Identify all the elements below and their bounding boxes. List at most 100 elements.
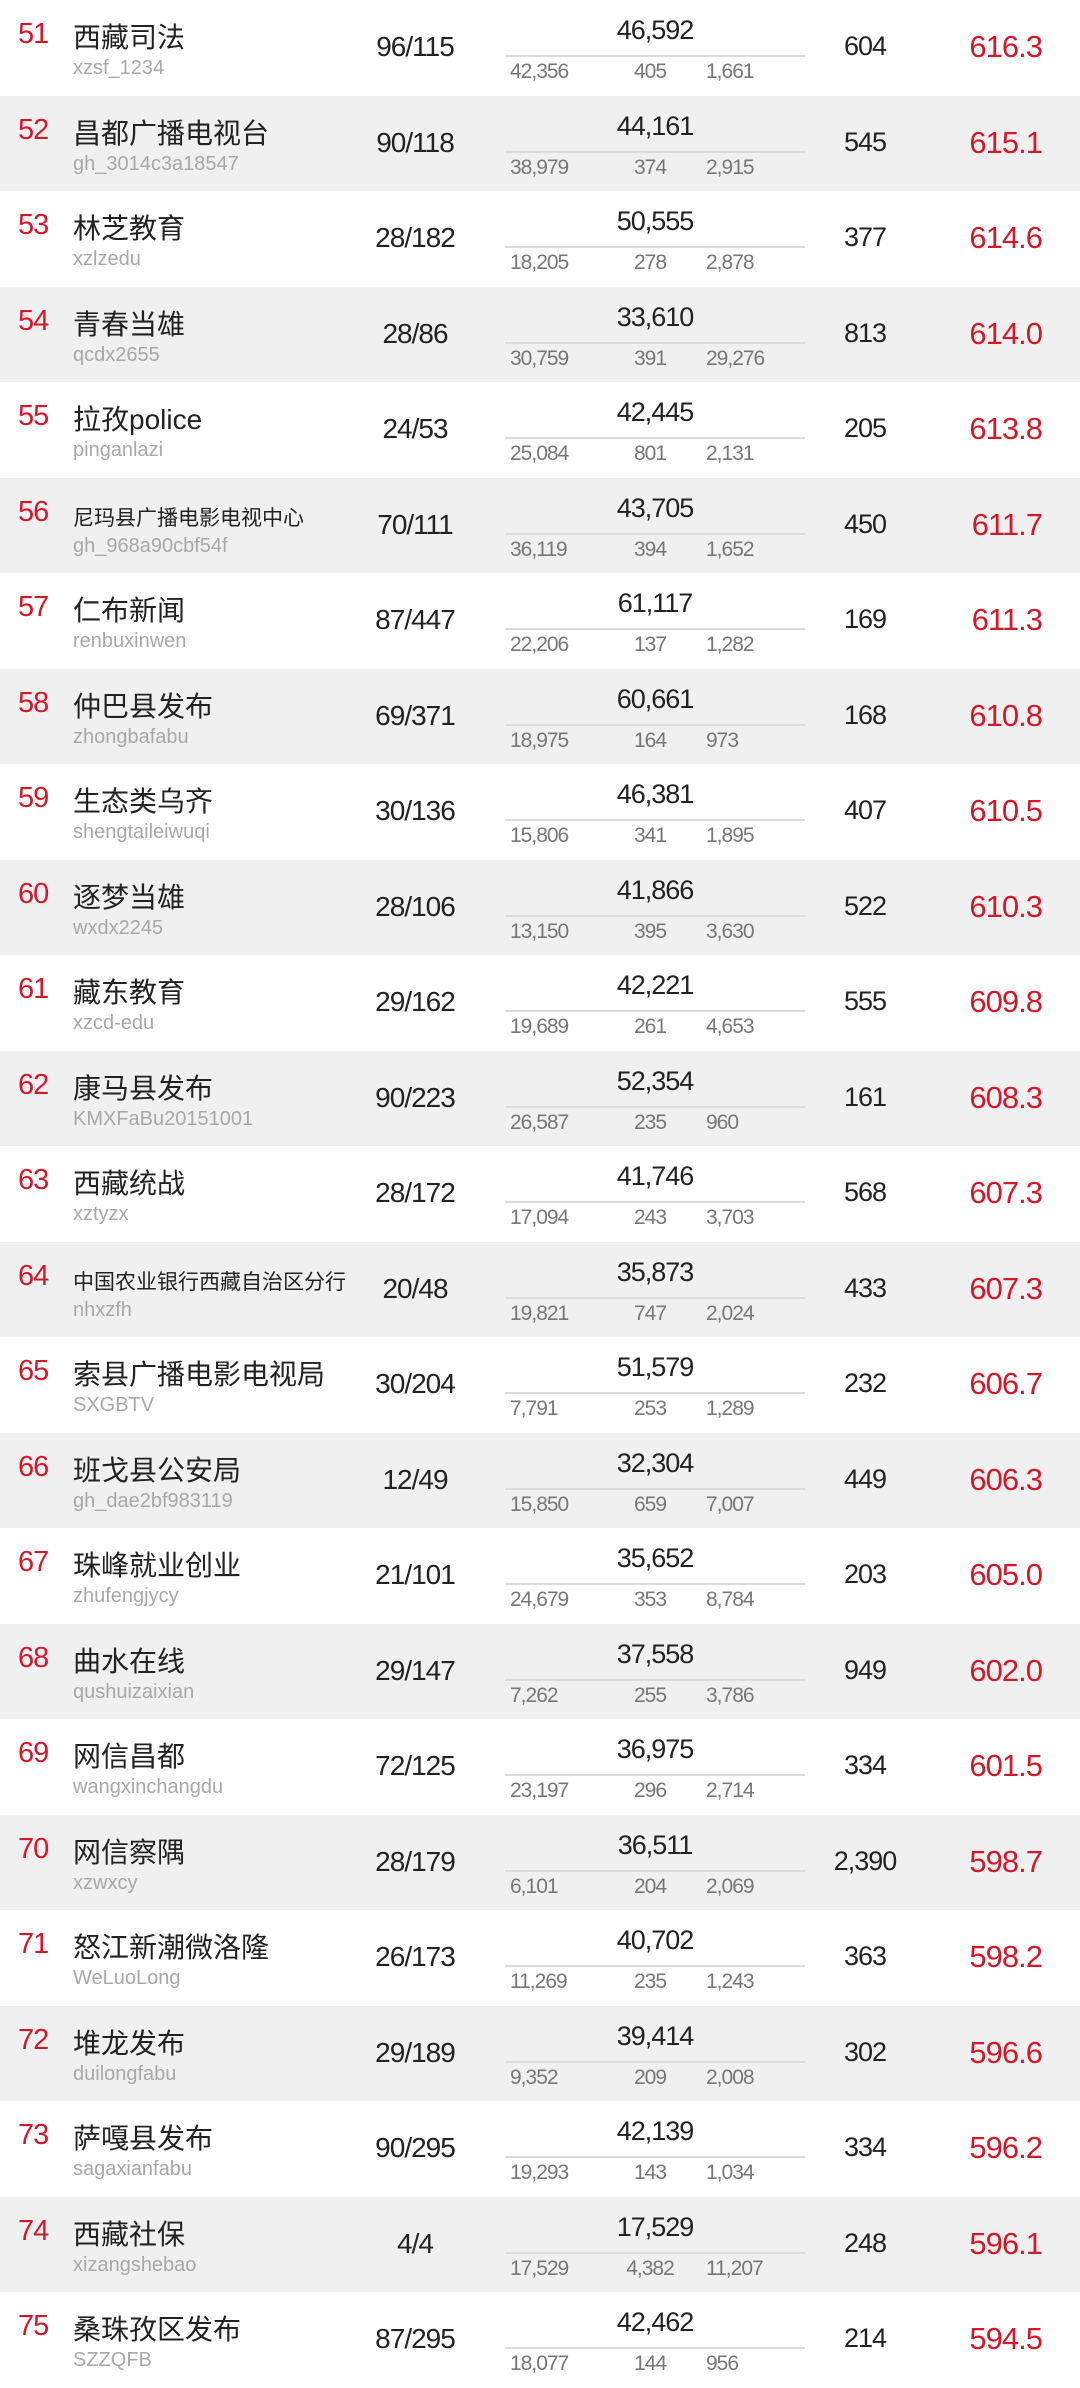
sub-value-3: 1,034 — [706, 2161, 755, 2184]
table-row[interactable]: 59 生态类乌齐 shengtaileiwuqi 30/136 46,381 15,806… — [0, 764, 1080, 860]
account-name[interactable]: 逐梦当雄 — [73, 881, 186, 913]
table-row[interactable]: 58 仲巴县发布 zhongbafabu 69/371 60,661 18,975 164 9… — [0, 668, 1080, 764]
sub-value-3: 956 — [706, 2352, 739, 2375]
table-row[interactable]: 69 网信昌都 wangxinchangdu 72/125 36,975 23,197 29… — [0, 1719, 1080, 1815]
posts-ratio: 87/447 — [375, 604, 456, 635]
account-name[interactable]: 西藏统战 — [73, 1168, 186, 1199]
account-name[interactable]: 生态类乌齐 — [73, 786, 214, 817]
total-reads: 35,652 — [616, 1543, 695, 1573]
table-row[interactable]: 57 仁布新闻 renbuxinwen 87/447 61,117 22,206 137 1,… — [0, 573, 1080, 669]
account-name[interactable]: 堆龙发布 — [73, 2027, 186, 2059]
divider — [505, 2347, 805, 2349]
divider — [505, 341, 805, 344]
table-row[interactable]: 53 林芝教育 xzlzedu 28/182 50,555 18,205 278 2,878 3… — [0, 191, 1080, 287]
table-row[interactable]: 65 索县广播电影电视局 SXGBTV 30/204 51,579 7,791 253 1,2… — [0, 1337, 1080, 1433]
table-row[interactable]: 63 西藏统战 xztyzx 28/172 41,746 17,094 243 3,703 56… — [0, 1146, 1080, 1242]
account-name[interactable]: 曲水在线 — [73, 1645, 186, 1677]
posts-ratio: 90/118 — [376, 126, 455, 158]
total-reads: 51,579 — [616, 1352, 695, 1382]
table-row[interactable]: 61 藏东教育 xzcd-edu 29/162 42,221 19,689 261 4,653… — [0, 955, 1080, 1051]
posts-ratio: 70/111 — [377, 508, 453, 540]
sub-value-1: 19,821 — [510, 1301, 569, 1325]
table-row[interactable]: 54 青春当雄 qcdx2655 28/86 33,610 30,759 391 29,276… — [0, 286, 1080, 382]
account-id: KMXFaBu20151001 — [73, 1107, 254, 1130]
table-row[interactable]: 75 桑珠孜区发布 SZZQFB 87/295 42,462 18,077 144 956 21… — [0, 2292, 1080, 2388]
score: 606.3 — [969, 1461, 1043, 1497]
account-name[interactable]: 网信昌都 — [73, 1741, 186, 1772]
posts-ratio: 90/223 — [375, 1081, 456, 1113]
account-name[interactable]: 桑珠孜区发布 — [73, 2314, 242, 2345]
rank: 54 — [18, 304, 49, 337]
account-name[interactable]: 索县广播电影电视局 — [73, 1359, 326, 1390]
sub-value-2: 137 — [633, 633, 667, 656]
likes-count: 568 — [843, 1177, 887, 1207]
account-name[interactable]: 西藏社保 — [73, 2218, 186, 2250]
table-row[interactable]: 74 西藏社保 xizangshebao 4/4 17,529 17,529 4,382 11… — [0, 2196, 1080, 2292]
account-name[interactable]: 仲巴县发布 — [73, 690, 214, 722]
likes-count: 334 — [843, 1750, 887, 1780]
table-row[interactable]: 66 班戈县公安局 gh_dae2bf983119 12/49 32,304 15,850… — [0, 1432, 1080, 1528]
likes-count: 205 — [843, 413, 887, 443]
account-name[interactable]: 珠峰就业创业 — [73, 1550, 242, 1581]
table-row[interactable]: 71 怒江新潮微洛隆 WeLuoLong 26/173 40,702 11,269 235 1… — [0, 1910, 1080, 2006]
account-name[interactable]: 网信察隅 — [73, 1836, 186, 1868]
account-name[interactable]: 昌都广播电视台 — [73, 117, 270, 149]
likes-count: 203 — [843, 1559, 887, 1589]
account-id: xztyzx — [73, 1203, 129, 1225]
sub-value-1: 18,975 — [510, 728, 569, 752]
score: 596.6 — [969, 2034, 1043, 2070]
rank: 71 — [18, 1928, 49, 1960]
account-id: WeLuoLong — [73, 1967, 181, 1989]
table-row[interactable]: 51 西藏司法 xzsf_1234 96/115 46,592 42,356 405 1,66… — [0, 0, 1080, 96]
account-name[interactable]: 林芝教育 — [73, 213, 186, 244]
sub-value-2: 143 — [633, 2161, 667, 2184]
score: 605.0 — [969, 1557, 1043, 1592]
account-id: gh_dae2bf983119 — [73, 1489, 233, 1512]
account-name[interactable]: 班戈县公安局 — [73, 1454, 242, 1486]
table-row[interactable]: 64 中国农业银行西藏自治区分行 nhxzfh 20/48 35,873 19,821 74… — [0, 1241, 1080, 1337]
account-name[interactable]: 拉孜police — [73, 404, 203, 435]
divider — [505, 723, 805, 726]
sub-value-3: 2,915 — [706, 155, 755, 179]
sub-value-3: 2,024 — [706, 1301, 755, 1325]
account-name[interactable]: 尼玛县广播电影电视中心 — [73, 506, 304, 530]
table-row[interactable]: 68 曲水在线 qushuizaixian 29/147 37,558 7,262 255 3… — [0, 1623, 1080, 1719]
divider — [505, 2251, 805, 2254]
table-row[interactable]: 73 萨嘎县发布 sagaxianfabu 90/295 42,139 19,293 143… — [0, 2101, 1080, 2197]
likes-count: 168 — [843, 699, 887, 730]
score: 607.3 — [969, 1175, 1043, 1210]
table-row[interactable]: 67 珠峰就业创业 zhufengjycy 21/101 35,652 24,679 353… — [0, 1528, 1080, 1624]
sub-value-1: 30,759 — [510, 346, 569, 370]
total-reads: 33,610 — [616, 301, 695, 332]
divider — [505, 55, 805, 57]
rank: 70 — [18, 1832, 49, 1865]
total-reads: 39,414 — [616, 2020, 695, 2051]
table-row[interactable]: 62 康马县发布 KMXFaBu20151001 90/223 52,354 26,587… — [0, 1050, 1080, 1146]
account-id: SXGBTV — [73, 1394, 155, 1416]
table-row[interactable]: 52 昌都广播电视台 gh_3014c3a18547 90/118 44,161 38,9… — [0, 95, 1080, 191]
account-name[interactable]: 仁布新闻 — [73, 595, 186, 626]
account-name[interactable]: 西藏司法 — [73, 22, 186, 53]
account-name[interactable]: 藏东教育 — [73, 977, 186, 1008]
posts-ratio: 87/295 — [375, 2323, 456, 2354]
account-name[interactable]: 康马县发布 — [73, 1072, 214, 1104]
account-name[interactable]: 青春当雄 — [73, 308, 186, 340]
table-row[interactable]: 70 网信察隅 xzwxcy 28/179 36,511 6,101 204 2,069 2,3… — [0, 1814, 1080, 1910]
posts-ratio: 12/49 — [382, 1463, 448, 1495]
sub-value-3: 3,630 — [706, 919, 755, 943]
account-name[interactable]: 萨嘎县发布 — [73, 2123, 214, 2154]
sub-value-1: 19,293 — [510, 2161, 569, 2184]
likes-count: 545 — [843, 126, 887, 157]
sub-value-2: 235 — [633, 1110, 667, 1134]
divider — [505, 819, 805, 821]
sub-value-3: 2,131 — [706, 442, 755, 465]
account-id: sagaxianfabu — [73, 2158, 192, 2180]
score: 606.7 — [969, 1366, 1043, 1401]
table-row[interactable]: 72 堆龙发布 duilongfabu 29/189 39,414 9,352 209 2,0… — [0, 2005, 1080, 2101]
table-row[interactable]: 55 拉孜police pinganlazi 24/53 42,445 25,084 801… — [0, 382, 1080, 478]
sub-value-3: 2,069 — [706, 1874, 755, 1898]
account-name[interactable]: 中国农业银行西藏自治区分行 — [73, 1270, 346, 1294]
table-row[interactable]: 56 尼玛县广播电影电视中心 gh_968a90cbf54f 70/111 43,705… — [0, 477, 1080, 573]
table-row[interactable]: 60 逐梦当雄 wxdx2245 28/106 41,866 13,150 395 3,630… — [0, 859, 1080, 955]
account-name[interactable]: 怒江新潮微洛隆 — [73, 1932, 270, 1963]
